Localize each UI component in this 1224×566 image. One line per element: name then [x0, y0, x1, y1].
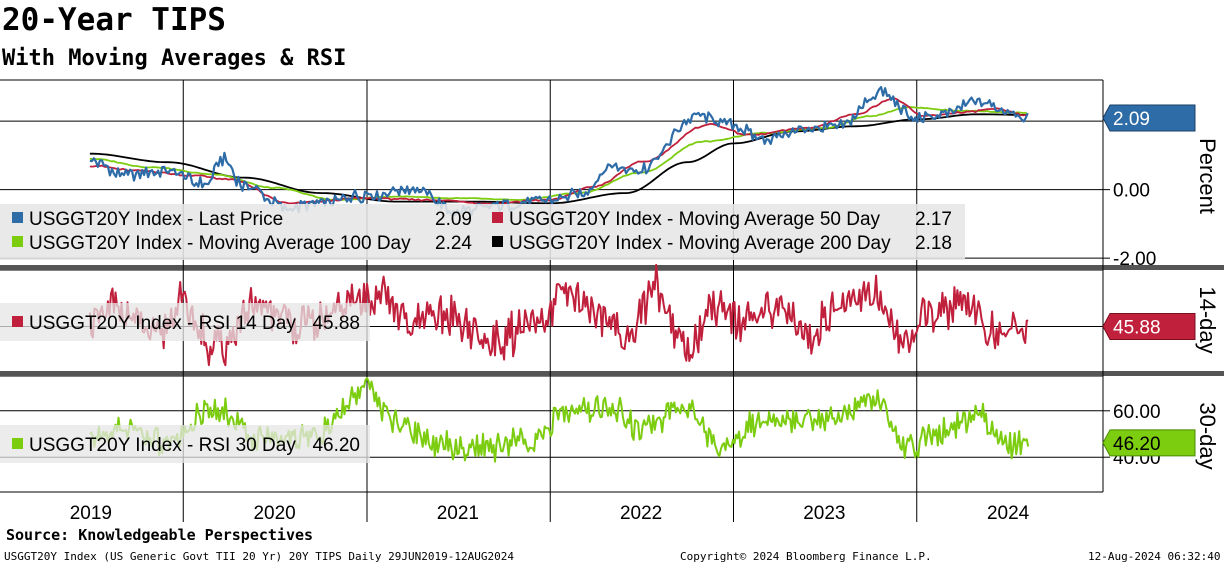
legend-swatch-ma100 — [12, 236, 23, 247]
year-label-2024: 2024 — [987, 503, 1030, 524]
rsi30-current-tag — [1102, 429, 1196, 457]
rsi14-current-tag — [1102, 312, 1196, 340]
price-tick-label--2.00: -2.00 — [1113, 249, 1156, 270]
rsi14-current-value: 45.88 — [1113, 317, 1161, 338]
legend-value-ma100: 2.24 — [435, 233, 472, 254]
rsi30-legend-label: USGGT20Y Index - RSI 30 Day — [29, 435, 296, 456]
panel-divider-1 — [0, 265, 1224, 270]
rsi14-legend-value: 45.88 — [312, 313, 360, 334]
chart-title: 20-Year TIPS — [2, 2, 226, 38]
footer-description: USGGT20Y Index (US Generic Govt TII 20 Y… — [4, 550, 514, 563]
year-label-2023: 2023 — [803, 503, 845, 524]
legend-swatch-ma50 — [492, 212, 503, 223]
legend-swatch-ma200 — [492, 236, 503, 247]
price-current-value: 2.09 — [1113, 109, 1150, 130]
source-note: Source: Knowledgeable Perspectives — [6, 526, 314, 544]
footer-copyright: Copyright© 2024 Bloomberg Finance L.P. — [680, 550, 932, 563]
legend-label-ma200: USGGT20Y Index - Moving Average 200 Day — [509, 233, 891, 254]
rsi14-legend-label: USGGT20Y Index - RSI 14 Day — [29, 313, 296, 334]
price-series-ma200 — [89, 113, 1027, 205]
year-label-2021: 2021 — [437, 503, 479, 524]
year-label-2020: 2020 — [253, 503, 295, 524]
footer-timestamp: 12-Aug-2024 06:32:40 — [1088, 550, 1221, 563]
price-axis-label: Percent — [1195, 138, 1220, 214]
panel-divider-2 — [0, 371, 1224, 376]
rsi30-tick-label-60.00: 60.00 — [1113, 402, 1161, 423]
legend-value-last_price: 2.09 — [435, 209, 472, 230]
price-legend-box — [0, 204, 965, 260]
rsi30-axis-label: 30-day — [1195, 402, 1220, 469]
price-series-ma50 — [89, 97, 1027, 205]
chart-subtitle: With Moving Averages & RSI — [2, 46, 347, 71]
rsi30-legend-swatch — [12, 438, 23, 449]
price-current-tag — [1102, 104, 1196, 132]
legend-label-ma50: USGGT20Y Index - Moving Average 50 Day — [509, 209, 881, 230]
rsi14-axis-label: 14-day — [1195, 286, 1220, 353]
legend-value-ma50: 2.17 — [915, 209, 952, 230]
rsi30-legend-box — [0, 425, 370, 463]
legend-swatch-last_price — [12, 212, 23, 223]
legend-label-ma100: USGGT20Y Index - Moving Average 100 Day — [29, 233, 411, 254]
rsi14-legend-swatch — [12, 316, 23, 327]
year-label-2019: 2019 — [70, 503, 112, 524]
rsi30-current-value: 46.20 — [1113, 434, 1161, 455]
rsi30-legend-value: 46.20 — [312, 435, 360, 456]
rsi14-legend-box — [0, 303, 370, 341]
year-label-2022: 2022 — [620, 503, 662, 524]
price-tick-label-0.00: 0.00 — [1113, 181, 1150, 202]
legend-value-ma200: 2.18 — [915, 233, 952, 254]
price-series-last_price — [89, 86, 1029, 217]
legend-label-last_price: USGGT20Y Index - Last Price — [29, 209, 283, 230]
